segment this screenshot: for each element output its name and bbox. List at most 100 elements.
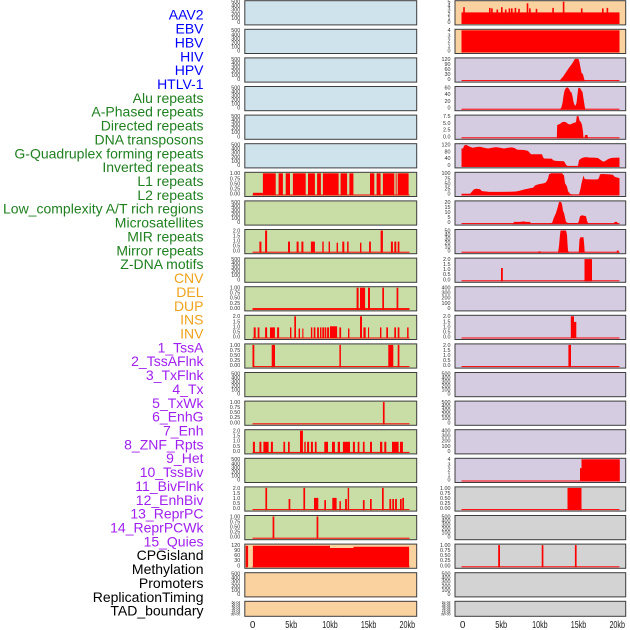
svg-text:0: 0 <box>237 77 240 83</box>
svg-text:4e-04: 4e-04 <box>442 604 451 608</box>
svg-text:0: 0 <box>448 77 451 83</box>
svg-text:500: 500 <box>231 257 240 263</box>
svg-text:500: 500 <box>231 572 240 578</box>
svg-text:90: 90 <box>234 548 240 554</box>
svg-text:500: 500 <box>442 572 451 578</box>
svg-text:ReplicationTiming: ReplicationTiming <box>93 589 204 605</box>
svg-text:Low_complexity A/T rich region: Low_complexity A/T rich regions <box>3 201 204 217</box>
svg-text:3_TxFlnk: 3_TxFlnk <box>146 367 205 383</box>
svg-text:200: 200 <box>442 296 451 302</box>
svg-text:0.75: 0.75 <box>230 291 241 297</box>
svg-text:300: 300 <box>442 408 451 414</box>
svg-text:4: 4 <box>448 457 451 463</box>
svg-text:0.0: 0.0 <box>443 335 451 341</box>
svg-text:400: 400 <box>442 404 451 410</box>
svg-text:Z-DNA motifs: Z-DNA motifs <box>120 256 203 272</box>
svg-text:200: 200 <box>231 40 240 46</box>
svg-text:2_TssAFlnk: 2_TssAFlnk <box>131 353 204 369</box>
svg-text:5: 5 <box>448 0 451 6</box>
svg-text:Promoters: Promoters <box>139 575 204 591</box>
svg-text:200: 200 <box>231 469 240 475</box>
svg-text:5e-04: 5e-04 <box>232 603 241 607</box>
svg-text:10: 10 <box>445 245 451 251</box>
svg-text:15kb: 15kb <box>361 620 377 630</box>
svg-text:0.75: 0.75 <box>230 176 241 182</box>
svg-text:300: 300 <box>442 523 451 529</box>
svg-text:75: 75 <box>445 176 451 182</box>
svg-text:400: 400 <box>231 32 240 38</box>
svg-text:400: 400 <box>231 204 240 210</box>
svg-text:400: 400 <box>231 147 240 153</box>
svg-text:1.00: 1.00 <box>230 286 241 292</box>
svg-text:1.5: 1.5 <box>233 319 241 325</box>
svg-text:0: 0 <box>237 134 240 140</box>
svg-text:50: 50 <box>445 181 451 187</box>
svg-text:1.5: 1.5 <box>233 491 241 497</box>
svg-text:1.00: 1.00 <box>440 543 451 549</box>
svg-text:0.0: 0.0 <box>233 335 241 341</box>
svg-text:0: 0 <box>237 277 240 283</box>
svg-text:200: 200 <box>442 439 451 445</box>
svg-text:0: 0 <box>448 449 451 455</box>
svg-text:500: 500 <box>231 85 240 91</box>
svg-text:0: 0 <box>460 620 466 630</box>
svg-text:A-Phased repeats: A-Phased repeats <box>91 104 203 120</box>
svg-text:0.00: 0.00 <box>230 192 241 198</box>
svg-text:1.0: 1.0 <box>233 496 241 502</box>
svg-text:0.25: 0.25 <box>230 358 241 364</box>
svg-text:80: 80 <box>445 149 451 155</box>
svg-text:100: 100 <box>442 388 451 394</box>
svg-text:500: 500 <box>442 400 451 406</box>
svg-text:500: 500 <box>231 0 240 6</box>
svg-text:1: 1 <box>448 16 451 22</box>
svg-text:0.00: 0.00 <box>440 506 451 512</box>
svg-text:4: 4 <box>448 4 451 10</box>
svg-text:0.50: 0.50 <box>230 181 241 187</box>
svg-text:5_TxWk: 5_TxWk <box>152 395 204 411</box>
svg-text:0.25: 0.25 <box>230 186 241 192</box>
svg-text:1: 1 <box>448 472 451 478</box>
svg-text:1.00: 1.00 <box>440 486 451 492</box>
svg-text:0: 0 <box>448 420 451 426</box>
svg-text:1e-04: 1e-04 <box>442 610 451 614</box>
svg-text:2.0: 2.0 <box>443 257 451 263</box>
svg-text:0: 0 <box>448 592 451 598</box>
svg-text:0: 0 <box>448 192 451 198</box>
svg-text:0: 0 <box>448 220 451 226</box>
svg-text:7.5: 7.5 <box>443 114 451 120</box>
svg-text:6e-04: 6e-04 <box>442 601 451 605</box>
svg-text:0.5: 0.5 <box>233 444 241 450</box>
svg-text:MIR repeats: MIR repeats <box>127 229 203 245</box>
svg-text:AAV2: AAV2 <box>169 7 204 23</box>
svg-text:15: 15 <box>445 205 451 211</box>
svg-text:1.00: 1.00 <box>230 400 241 406</box>
svg-text:0: 0 <box>448 306 451 312</box>
svg-text:0.25: 0.25 <box>440 558 451 564</box>
svg-text:1e-04: 1e-04 <box>232 610 241 614</box>
svg-text:Directed repeats: Directed repeats <box>101 118 204 134</box>
svg-text:300: 300 <box>231 122 240 128</box>
svg-text:0.5: 0.5 <box>443 272 451 278</box>
svg-text:0.50: 0.50 <box>230 353 241 359</box>
svg-text:4e-04: 4e-04 <box>232 604 241 608</box>
svg-text:500: 500 <box>231 28 240 34</box>
svg-text:L2 repeats: L2 repeats <box>137 187 203 203</box>
svg-text:500: 500 <box>442 371 451 377</box>
svg-text:30: 30 <box>445 237 451 243</box>
svg-text:100: 100 <box>231 44 240 50</box>
svg-text:1.0: 1.0 <box>443 353 451 359</box>
svg-text:5kb: 5kb <box>285 620 297 630</box>
svg-text:2: 2 <box>448 467 451 473</box>
svg-text:500: 500 <box>442 514 451 520</box>
svg-text:0.25: 0.25 <box>230 530 241 536</box>
svg-text:0.0: 0.0 <box>443 277 451 283</box>
svg-text:0.25: 0.25 <box>440 501 451 507</box>
svg-text:400: 400 <box>231 461 240 467</box>
svg-text:0: 0 <box>237 106 240 112</box>
svg-text:400: 400 <box>442 429 451 435</box>
svg-text:0.50: 0.50 <box>230 525 241 531</box>
svg-text:20kb: 20kb <box>609 620 625 630</box>
svg-text:0: 0 <box>237 563 240 569</box>
svg-text:Inverted repeats: Inverted repeats <box>102 159 203 175</box>
svg-text:G-Quadruplex forming repeats: G-Quadruplex forming repeats <box>14 145 203 161</box>
